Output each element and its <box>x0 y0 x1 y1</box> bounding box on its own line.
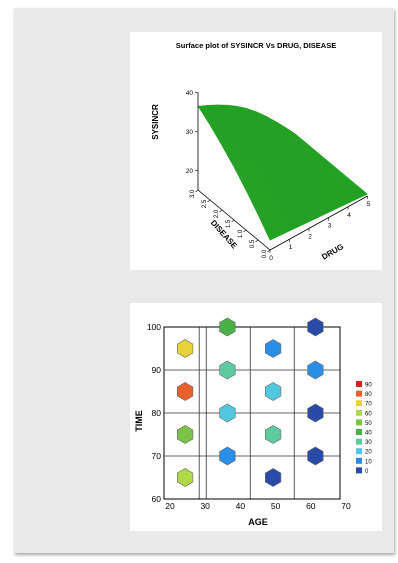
age-tick-label: 50 <box>271 501 281 511</box>
drug-tick-label: 3 <box>328 223 332 230</box>
disease-tick-mark <box>243 229 247 233</box>
age-tick-label: 40 <box>236 501 246 511</box>
hexagon-marker <box>265 425 282 444</box>
hexagon-marker <box>307 360 324 380</box>
drug-tick-label: 5 <box>367 201 371 208</box>
hexagon-marker <box>219 403 236 423</box>
hexagon-marker <box>265 382 282 401</box>
drug-axis-ticks: 0 1 2 3 4 5 <box>269 196 371 262</box>
disease-tick-label: 1.0 <box>238 229 244 238</box>
disease-tick-label: 0.0 <box>262 249 268 258</box>
time-axis-label: TIME <box>134 410 144 432</box>
legend-label: 20 <box>365 450 372 456</box>
legend-label: 50 <box>365 421 372 427</box>
legend-swatch <box>356 448 362 455</box>
surface-plot-title: Surface plot of SYSINCR Vs DRUG, DISEASE <box>176 41 336 50</box>
hexagon-marker <box>176 425 194 444</box>
hexagon-marker <box>307 317 324 337</box>
legend-swatch <box>356 467 362 474</box>
hexagon-marker <box>265 468 282 487</box>
legend-swatch <box>356 390 362 397</box>
z-tick-label: 40 <box>186 90 194 97</box>
drug-tick-label: 4 <box>347 212 351 219</box>
legend-label: 70 <box>365 402 372 408</box>
legend-label: 10 <box>365 459 372 465</box>
time-tick-label: 60 <box>152 494 162 504</box>
disease-tick-mark <box>207 199 211 203</box>
z-axis-label: SYSINCR <box>151 104 160 140</box>
document-page: Surface plot of SYSINCR Vs DRUG, DISEASE… <box>14 8 394 553</box>
hexagon-marker <box>219 446 236 466</box>
hexagon-marker <box>176 468 194 487</box>
hexagon-marker <box>265 339 282 358</box>
plot-grid <box>164 327 340 499</box>
age-axis-label: AGE <box>248 517 268 527</box>
plot-frame <box>163 326 341 500</box>
disease-tick-mark <box>231 219 235 223</box>
z-axis-ticks: 20 30 40 <box>186 90 198 175</box>
legend-swatch <box>356 438 362 445</box>
z-tick-label: 30 <box>186 129 194 136</box>
hexagon-marker <box>219 317 236 337</box>
disease-tick-mark <box>267 249 271 253</box>
disease-tick-label: 2.5 <box>202 199 208 208</box>
legend-label: 80 <box>365 392 372 398</box>
hexagon-marker <box>307 446 324 466</box>
disease-tick-label: 0.5 <box>250 239 256 248</box>
surface-mesh <box>197 104 368 241</box>
disease-tick-label: 1.5 <box>226 219 232 228</box>
age-tick-label: 30 <box>200 501 210 511</box>
hexagon-marker <box>176 382 194 401</box>
disease-axis-ticks: 0.0 0.5 1.0 1.5 2.0 2.5 3.0 <box>190 189 271 258</box>
legend-swatch <box>356 400 362 407</box>
drug-tick-label: 0 <box>269 255 273 262</box>
legend-label: 0 <box>365 469 369 475</box>
time-tick-label: 80 <box>152 408 162 418</box>
legend-label: 30 <box>365 440 372 446</box>
legend-label: 90 <box>365 383 372 389</box>
hexagon-markers <box>176 317 324 487</box>
color-legend: 90 80 70 60 50 40 30 20 10 0 <box>356 381 372 475</box>
disease-tick-mark <box>195 189 199 193</box>
legend-swatch <box>356 419 362 426</box>
disease-tick-mark <box>219 209 223 213</box>
surface-plot: Surface plot of SYSINCR Vs DRUG, DISEASE… <box>151 41 371 262</box>
time-tick-label: 90 <box>152 365 162 375</box>
time-tick-label: 70 <box>152 451 162 461</box>
disease-axis-label: DISEASE <box>209 218 240 251</box>
bubble-plot-panel: 20 30 40 50 60 70 60 70 80 90 100 90 80 70 60 50 40 30 2… <box>130 303 382 531</box>
legend-swatch <box>356 409 362 416</box>
surface-plot-panel: Surface plot of SYSINCR Vs DRUG, DISEASE… <box>130 32 382 270</box>
legend-swatch <box>356 457 362 464</box>
hexagon-marker <box>219 360 236 380</box>
surface-facet <box>345 183 368 200</box>
drug-axis-label: DRUG <box>320 242 345 262</box>
hexagon-marker <box>307 403 324 423</box>
age-tick-label: 70 <box>341 501 351 511</box>
age-tick-label: 60 <box>306 501 316 511</box>
time-axis-ticks: 60 70 80 90 100 <box>147 322 161 504</box>
age-axis-ticks: 20 30 40 50 60 70 <box>165 501 351 511</box>
z-tick-label: 20 <box>186 168 194 175</box>
drug-axis-line <box>269 195 368 251</box>
legend-label: 40 <box>365 431 372 437</box>
disease-tick-label: 2.0 <box>214 209 220 218</box>
time-tick-label: 100 <box>147 322 161 332</box>
hexagon-marker <box>176 339 194 358</box>
age-tick-label: 20 <box>165 501 175 511</box>
legend-swatch <box>356 381 362 387</box>
legend-swatch <box>356 429 362 435</box>
disease-tick-mark <box>255 239 259 243</box>
legend-label: 60 <box>365 411 372 417</box>
drug-tick-label: 1 <box>289 244 293 251</box>
disease-tick-label: 3.0 <box>190 189 196 198</box>
drug-tick-label: 2 <box>308 233 312 240</box>
